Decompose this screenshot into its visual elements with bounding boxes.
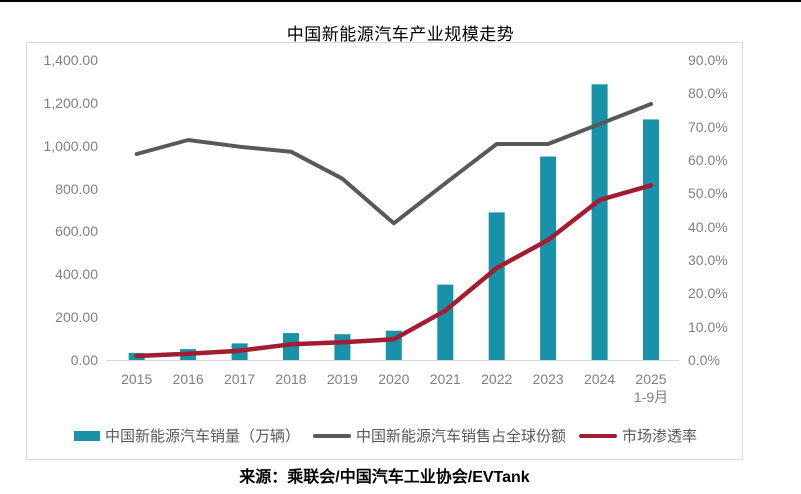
x-axis-label-2025: 2025 1-9月 bbox=[620, 370, 682, 406]
bar-2022 bbox=[488, 212, 505, 360]
x-axis-label-2015: 2015 bbox=[121, 371, 153, 387]
x-axis-label-2020: 2020 bbox=[378, 371, 410, 387]
legend-item-sales: 中国新能源汽车销量（万辆） bbox=[73, 425, 300, 446]
bar-2024 bbox=[591, 84, 608, 361]
source-note: 来源：乘联会/中国汽车工业协会/EVTank bbox=[239, 469, 530, 486]
x-axis-label-2022: 2022 bbox=[481, 371, 513, 387]
y-axis-left-tick-1,400.00: 1,400.00 bbox=[43, 52, 99, 68]
penetration-line bbox=[134, 183, 654, 359]
y-axis-left-tick-1,000.00: 1,000.00 bbox=[43, 137, 99, 154]
bar-2023 bbox=[540, 156, 557, 360]
x-axis-label-2018: 2018 bbox=[275, 371, 307, 387]
y-axis-right-tick-50.0%: 50.0% bbox=[688, 185, 728, 202]
plot-canvas bbox=[106, 84, 679, 361]
bar-2021 bbox=[437, 284, 454, 360]
y-axis-right-tick-30.0%: 30.0% bbox=[688, 252, 728, 268]
line-swatch-penetration-icon bbox=[579, 433, 617, 438]
chart-title: 中国新能源汽车产业规模走势 bbox=[286, 25, 515, 44]
y-axis-left-tick-1,200.00: 1,200.00 bbox=[43, 94, 99, 111]
bar-2019 bbox=[334, 334, 351, 360]
y-axis-left-tick-200.00: 200.00 bbox=[55, 309, 98, 326]
y-axis-right-tick-40.0%: 40.0% bbox=[688, 218, 728, 235]
y-axis-right-tick-10.0%: 10.0% bbox=[688, 318, 728, 335]
y-axis-left-tick-600.00: 600.00 bbox=[55, 223, 98, 240]
y-axis-right-tick-0.0%: 0.0% bbox=[688, 352, 720, 368]
y-axis-right-tick-70.0%: 70.0% bbox=[688, 118, 728, 135]
chart-area: 0.00 200.00 400.00 600.00 800.00 1,000.00 1,20… bbox=[26, 42, 743, 460]
top-divider bbox=[0, 0, 801, 2]
x-axis-label-2019: 2019 bbox=[326, 371, 358, 387]
legend-item-global-share: 中国新能源汽车销售占全球份额 bbox=[312, 425, 566, 446]
bar-swatch-icon bbox=[73, 430, 100, 441]
x-axis-label-2016: 2016 bbox=[172, 371, 204, 387]
line-swatch-share-icon bbox=[312, 433, 351, 438]
y-axis-right-tick-80.0%: 80.0% bbox=[688, 85, 728, 102]
y-axis-right-tick-20.0%: 20.0% bbox=[688, 285, 728, 302]
bar-2025 bbox=[643, 119, 659, 361]
x-axis-label-2024: 2024 bbox=[583, 371, 616, 387]
legend-label-penetration: 市场渗透率 bbox=[622, 428, 698, 445]
global-share-line bbox=[134, 102, 653, 226]
y-axis-left-tick-400.00: 400.00 bbox=[55, 266, 98, 283]
x-axis-label-note: 1-9月 bbox=[633, 389, 669, 405]
y-axis-right-tick-60.0%: 60.0% bbox=[688, 152, 728, 168]
legend-item-penetration: 市场渗透率 bbox=[579, 425, 697, 446]
y-axis-right-tick-90.0%: 90.0% bbox=[688, 52, 728, 68]
legend: 中国新能源汽车销量（万辆） 中国新能源汽车销售占全球份额 市场渗透率 bbox=[27, 425, 744, 446]
x-axis-label-2023: 2023 bbox=[532, 371, 564, 387]
y-axis-left-tick-800.00: 800.00 bbox=[55, 180, 98, 197]
x-axis-label-2021: 2021 bbox=[429, 371, 461, 387]
y-axis-left-tick-0.00: 0.00 bbox=[70, 352, 98, 368]
legend-label-global-share: 中国新能源汽车销售占全球份额 bbox=[355, 428, 566, 445]
x-axis-label-2017: 2017 bbox=[223, 371, 256, 387]
legend-label-sales: 中国新能源汽车销量（万辆） bbox=[104, 428, 300, 445]
